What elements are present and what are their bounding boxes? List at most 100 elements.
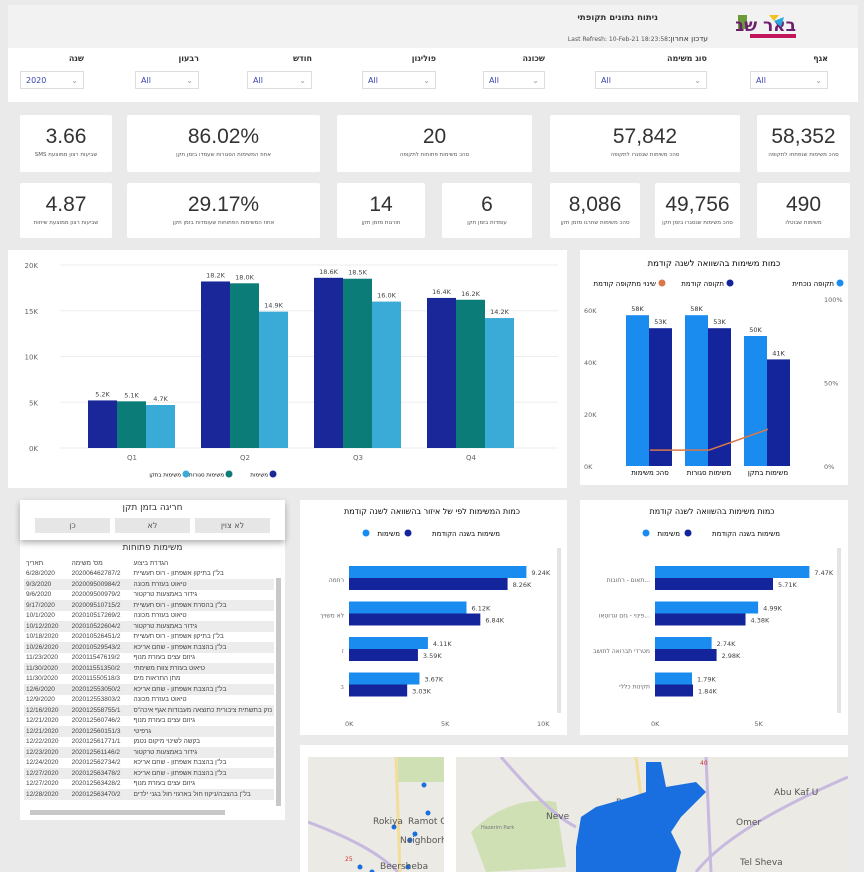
table-row[interactable]: 12/28/2020 202012563470/2 בל"ן בהצבה/ניקוז… [24, 789, 274, 800]
cell-date: 12/27/2020 [26, 780, 59, 788]
kpi-value: 29.17% [187, 193, 260, 216]
table-row[interactable]: 12/16/2020 202012558755/1 נזק בתשתית ציבור… [24, 705, 274, 716]
cell-description: גידור באמצעות טרקטור [131, 747, 274, 758]
table-row[interactable]: 10/18/2020 202010526451/2 בל"ן בתיקון אשפת… [24, 632, 274, 643]
slicer-option-unspecified[interactable]: לא צוין [195, 518, 270, 533]
table-row[interactable]: 12/6/2020 202012553050/2 בל"ן בהצבת אשפתון… [24, 684, 274, 695]
legend-label: משימות [657, 530, 680, 538]
cell-description: בל"ן בהצבה/ניקוז חול בארגזי חול בגני ילד… [131, 789, 274, 800]
slicer-option-no[interactable]: לא [115, 518, 190, 533]
table-row[interactable]: 11/23/2020 202011547619/2 גיזום עצים בעזרת… [24, 653, 274, 664]
cell-date: 11/23/2020 [26, 654, 59, 662]
vertical-scrollbar[interactable] [557, 548, 561, 713]
data-label: 2.98K [722, 652, 741, 660]
x-tick-label: משימות סגורות [687, 469, 732, 477]
cell-description: גיזום עצים בעזרת מנוף [133, 654, 195, 662]
table-row[interactable]: 10/12/2020 202010522604/2 גידור באמצעות טר… [24, 621, 274, 632]
col-task-number[interactable]: מס' משימה [71, 559, 103, 567]
col-description[interactable]: הגדרת ביצוע [133, 559, 169, 567]
y-tick-label: מטרדי תברואה לתושב [593, 648, 650, 655]
bar [230, 283, 259, 448]
filter-dropdown[interactable]: 2020 ⌄ [20, 71, 84, 89]
beer-sheva-logo-icon: באר שבע [723, 15, 796, 38]
horizontal-scrollbar[interactable] [30, 810, 225, 815]
table-row[interactable]: 11/30/2020 202011550518/3 מתן התראות מים [24, 674, 274, 685]
table-row[interactable]: 12/23/2020 202012561146/2 גידור באמצעות טר… [24, 747, 274, 758]
y-tick-label: תאום - רחובות... [607, 577, 650, 584]
cell-task-number: 202012563478/2 [69, 768, 132, 779]
slicer-title: חריגה בזמן תקן [122, 503, 183, 513]
cell-task-number: 202012553803/2 [71, 696, 121, 704]
slicer-option-yes[interactable]: כן [35, 518, 110, 533]
data-label: 1.79K [697, 676, 716, 684]
table-row[interactable]: 11/30/2020 202011551350/2 טיאוט בעזרת צוות… [24, 663, 274, 674]
cell-task-number: 202010526451/2 [71, 633, 121, 641]
data-label: 8.26K [513, 581, 532, 589]
kpi-value: 6 [481, 193, 493, 216]
bar [685, 315, 708, 466]
data-label: 16.2K [461, 290, 480, 298]
filter-label: פוליגון [411, 54, 436, 63]
table-row[interactable]: 10/1/2020 202010517269/2 טיאוט בעזרת מכונה [24, 611, 274, 622]
kpi-value: 8,086 [568, 193, 622, 216]
x-tick-label: Q1 [127, 454, 137, 462]
kpi-label: אחוז המשימות הסגורות שעמדו בזמן תקן [176, 152, 271, 158]
cell-task-number: 202012558755/1 [69, 705, 132, 716]
filter-dropdown[interactable]: All ⌄ [362, 71, 436, 89]
table-row[interactable]: 12/21/2020 202012560746/2 גיזום עצים בעזרת… [24, 716, 274, 727]
table-row[interactable]: 12/9/2020 202012553803/2 טיאוט בעזרת מכונה [24, 695, 274, 706]
bar [427, 297, 456, 448]
map-small[interactable]: Rokiya Ramot G Neighborh Beersheba 25 [308, 757, 444, 872]
bar [655, 601, 759, 614]
y-tick-label: 60K [584, 307, 597, 315]
table-row[interactable]: 6/28/2020 202006462787/2 בל"ן בתיקון אשפתו… [24, 569, 274, 580]
y-tick-label: פינוי - גזם וגרוטאו... [599, 613, 650, 620]
table-title: משימות פתוחות [122, 543, 183, 553]
map-road-40: 40 [700, 760, 708, 767]
table-row[interactable]: 10/26/2020 202010529543/2 בל"ן בהצבת אשפתו… [24, 642, 274, 653]
col-date[interactable]: תאריך [26, 559, 44, 567]
table-row[interactable]: 9/3/2020 202009500984/2 טיאוט בעזרת מכונה [24, 579, 274, 590]
cell-date: 11/30/2020 [24, 663, 70, 674]
kpi-label: חורגות מזמן תקן [361, 220, 401, 226]
filter-dropdown[interactable]: All ⌄ [247, 71, 312, 89]
table-row[interactable]: 12/24/2020 202012562734/2 בל"ן בהצבת אשפתו… [24, 758, 274, 769]
vertical-scrollbar[interactable] [276, 578, 281, 806]
filter-dropdown[interactable]: All ⌄ [483, 71, 545, 89]
table-row[interactable]: 9/17/2020 202009510715/2 בל"ן בהסרת אשפתון… [24, 600, 274, 611]
table-row[interactable]: 9/6/2020 202009500979/2 גידור באמצעות טרקט… [24, 590, 274, 601]
legend-dot [726, 279, 734, 287]
kpi-card: 20 סהכ משימות פתוחות לתקופה [337, 115, 532, 172]
kpi-label: סהכ משימות פתוחות לתקופה [399, 152, 470, 158]
cell-description: גיזום עצים בעזרת מנוף [133, 780, 195, 788]
cell-task-number: 202012560151/3 [69, 726, 132, 737]
cell-task-number: 202010517269/2 [71, 612, 121, 620]
table-row[interactable]: 12/27/2020 202012563478/2 בל"ן בהצבת אשפתו… [24, 768, 274, 779]
x-tick-label: Q4 [466, 454, 477, 462]
bar [655, 649, 717, 661]
bar [349, 601, 467, 614]
cell-task-number: 202012562734/2 [71, 759, 121, 767]
filter-value: All [253, 75, 263, 85]
bar [349, 637, 428, 649]
data-label: 3.03K [412, 688, 431, 696]
table-row[interactable]: 12/27/2020 202012563428/2 גיזום עצים בעזרת… [24, 779, 274, 790]
table-row[interactable]: 12/22/2020 202012561771/1 בקשה לשינוי מיקו… [24, 737, 274, 748]
vertical-scrollbar[interactable] [837, 548, 841, 713]
filter-dropdown[interactable]: All ⌄ [750, 71, 828, 89]
filter-label: סוג משימה [666, 54, 707, 63]
chevron-down-icon: ⌄ [532, 75, 539, 85]
filter-quarter: רבעון All ⌄ [135, 54, 199, 89]
kpi-card: 6 עומדות בזמן תקן [442, 183, 532, 238]
filter-dropdown[interactable]: All ⌄ [135, 71, 199, 89]
data-label: 4.38K [751, 617, 770, 625]
table-row[interactable]: 12/21/2020 202012560151/3 גרפיטי [24, 726, 274, 737]
data-label: 5.1K [124, 391, 139, 399]
legend-dot [269, 470, 277, 478]
cell-description: בל"ן בתיקון אשפתון - רוס תעשיית [133, 570, 224, 578]
y-tick-label: 40K [584, 359, 597, 367]
filter-dropdown[interactable]: All ⌄ [595, 71, 707, 89]
bar [708, 328, 731, 466]
bar [626, 315, 649, 466]
